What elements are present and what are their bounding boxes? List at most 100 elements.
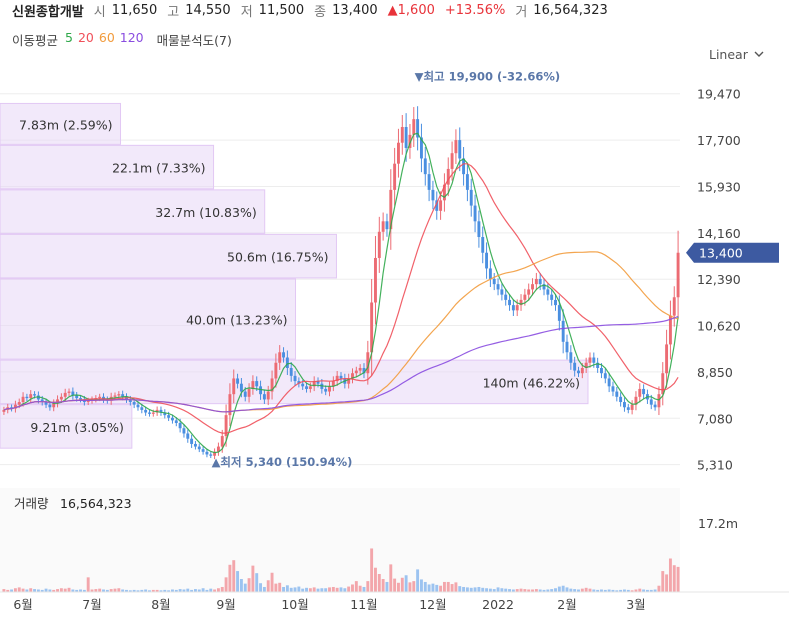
volume-bar [580,588,584,592]
volume-bar [465,587,469,592]
candle-body [416,119,420,138]
volume-bar [320,588,324,592]
candle-body [427,174,431,190]
volume-profile-bar [0,189,266,234]
candle-body [186,433,190,439]
candle-body [584,362,588,368]
volume-bar [159,590,163,592]
volume-bar [44,588,48,592]
volume-bar [136,590,140,592]
volume-bar [519,588,523,592]
ma-line-5 [3,132,679,454]
volume-bar [600,589,603,592]
candle-body [94,398,98,400]
y-tick-label: 5,310 [697,458,733,473]
volume-bar [17,587,21,592]
candle-body [312,381,316,387]
volume-bar [638,588,642,592]
volume-bar [561,585,565,592]
x-tick-label: 6월 [13,597,32,612]
volume-bar [615,590,619,592]
ma-line-20 [3,163,679,434]
candle-body [665,344,669,374]
candle-body [136,404,140,408]
candle-body [113,395,117,397]
low-price-annotation: ▲최저 5,340 (150.94%) [212,455,353,469]
candle-body [672,297,676,316]
candle-body [565,341,569,353]
candle-body [262,394,266,400]
candle-body [33,394,37,396]
volume-bar [485,588,489,592]
candle-body [477,221,481,238]
x-tick-label: 11월 [350,597,377,612]
low-label: 저 [240,4,253,20]
candle-body [36,395,40,400]
volume-bar [105,589,109,592]
candle-body [668,315,672,345]
volume-bar [178,589,182,592]
volume-bar [626,589,630,592]
volume-bar [151,589,155,592]
candle-body [634,396,638,405]
volume-profile-bar [0,144,215,190]
price-change-pct: +13.56% [444,2,506,18]
candle-body [305,386,308,389]
ma-120: 120 [119,30,144,45]
volume-bar [596,589,600,592]
high-price-annotation: ▼최고 19,900 (-32.66%) [415,69,561,83]
candle-body [10,407,14,409]
candle-body [216,446,220,452]
volume-bar [90,589,94,592]
candle-body [121,394,125,397]
volume-bar [13,588,17,592]
candle-body [17,402,21,405]
candle-body [439,200,443,211]
volume-bar [446,581,450,592]
volume-bar [197,589,201,592]
volume-bar [282,586,285,592]
scale-selector[interactable]: Linear [709,47,764,62]
volume-bar [266,580,270,592]
candle-body [645,394,649,400]
candle-body [144,409,148,413]
volume-bar [29,588,33,592]
volume-bar [481,587,485,592]
volume-bar [634,589,638,592]
candle-body [148,412,151,414]
volume-panel-background [0,488,680,592]
candle-body [220,436,224,447]
volume-bar [416,569,420,592]
candle-body [301,383,305,387]
volume-bar [619,589,623,592]
moving-average-legend[interactable]: 이동평균 5 20 60 120 매물분석도(7) [12,30,232,49]
volume-bar [335,587,339,592]
volume-bar [435,584,439,592]
volume-bar [500,588,504,592]
candle-body [117,394,121,396]
y-tick-label: 14,160 [697,226,741,241]
candle-body [48,404,52,408]
volume-bar [550,589,554,592]
volume-bar [607,589,611,592]
moving-average-title: 이동평균 [12,33,59,48]
candle-body [239,383,243,392]
candle-body [404,127,408,148]
volume-bar [213,589,217,592]
candle-body [98,396,102,399]
volume-bar [2,589,6,592]
candle-body [642,388,646,395]
candle-body [251,381,255,389]
volume-bar [351,584,354,592]
candle-body [592,357,596,363]
candle-body [653,404,657,408]
candle-body [167,415,171,418]
y-tick-label: 17,700 [697,133,741,148]
volume-bar [52,589,56,592]
volume-bar [573,589,577,592]
y-tick-label: 10,620 [697,319,741,334]
volume-profile-toggle[interactable]: 매물분석도(7) [156,33,232,48]
candle-body [266,391,270,400]
candle-body [347,378,351,384]
